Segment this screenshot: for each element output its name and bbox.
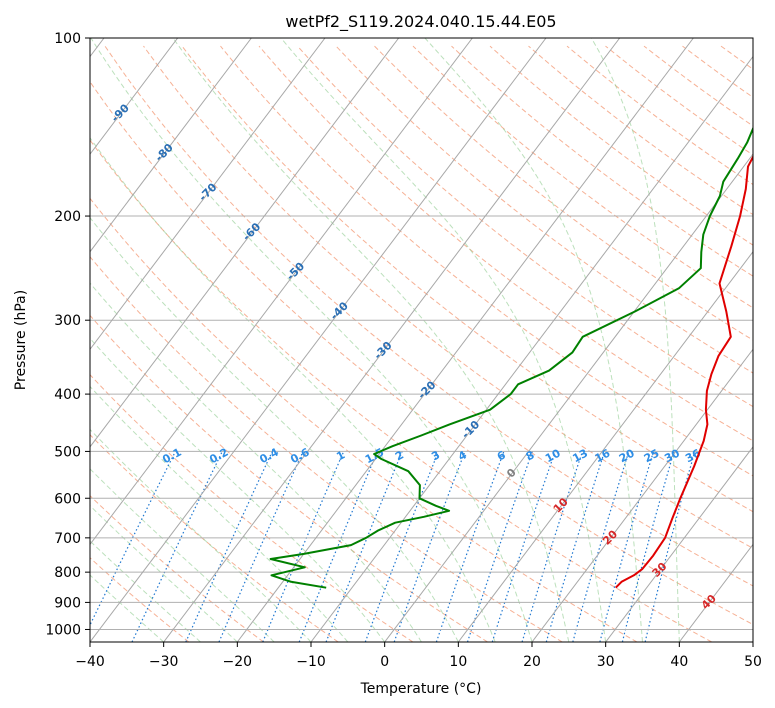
x-tick-label: 20: [523, 654, 541, 670]
dry-adiabat: [374, 45, 753, 341]
y-tick-label: 200: [54, 209, 81, 225]
isotherm-line: [90, 38, 179, 155]
dry-adiabat: [258, 45, 753, 442]
isotherm-line: [90, 38, 473, 546]
chart-title: wetPf2_S119.2024.040.15.44.E05: [285, 12, 556, 32]
mixing-ratio-line: [364, 451, 439, 642]
mixing-ratio-line: [325, 451, 403, 642]
x-tick-label: −20: [223, 654, 253, 670]
y-tick-label: 600: [54, 491, 81, 507]
mixing-ratio-line: [572, 451, 630, 642]
dry-adiabat: [297, 45, 753, 408]
y-axis: 100 200 300 400 500 600 700 800 900 1000: [45, 31, 90, 638]
dry-adiabat: [90, 139, 712, 642]
x-axis-title: Temperature (°C): [360, 681, 482, 697]
dry-adiabat: [90, 314, 488, 642]
y-tick-label: 900: [54, 595, 81, 611]
mixing-ratio-line: [218, 451, 304, 642]
plot-area: -100-90-80-70-60-50-40-30-20-10010203040…: [90, 38, 753, 642]
mixing-ratio-label: 30: [662, 446, 682, 465]
moist-adiabat: [90, 468, 275, 642]
moist-adiabat: [280, 38, 607, 642]
dry-adiabat: [220, 45, 753, 477]
mixing-ratio-line: [466, 451, 533, 642]
moist-adiabat: [172, 38, 570, 642]
profile-series: [269, 126, 753, 589]
x-tick-label: 0: [380, 654, 389, 670]
x-tick-label: 10: [449, 654, 467, 670]
y-tick-label: 100: [54, 31, 81, 47]
y-tick-label: 400: [54, 387, 81, 403]
moist-adiabat: [424, 38, 643, 642]
isotherm-line: [531, 348, 753, 642]
mixing-ratio-line: [491, 451, 556, 642]
isotherm-line: [163, 38, 621, 642]
moist-adiabat: [90, 574, 165, 642]
dry-adiabat: [451, 45, 753, 277]
dry-adiabat: [90, 434, 339, 642]
y-axis-title: Pressure (hPa): [13, 290, 29, 390]
dry-adiabat: [90, 374, 414, 642]
mixing-ratio-label: 20: [617, 446, 637, 465]
mixing-ratio-line: [298, 451, 378, 642]
isotherm-line: [90, 38, 252, 253]
dry-adiabat: [335, 45, 753, 374]
mixing-ratio-label: 13: [570, 447, 590, 466]
moist-adiabat: [90, 38, 533, 642]
x-axis: −40 −30 −20 −10 0 10 20 30 40 50: [75, 642, 762, 670]
mixing-ratio-label: 25: [642, 447, 662, 466]
mixing-ratio-line: [545, 451, 606, 642]
y-tick-label: 500: [54, 444, 81, 460]
mixing-ratio-label: 10: [543, 446, 563, 465]
dry-adiabat: [528, 45, 753, 216]
y-tick-label: 700: [54, 531, 81, 547]
moist-adiabat: [90, 505, 238, 642]
isotherm-line: [236, 38, 694, 642]
mixing-ratio-line: [435, 451, 505, 642]
mixing-ratio-line: [262, 451, 345, 642]
dry-adiabat: [143, 45, 753, 549]
moist-adiabat: [90, 540, 201, 642]
moist-adiabat: [90, 428, 312, 642]
dry-adiabat: [181, 45, 753, 513]
mixing-ratio-label: 36: [683, 446, 703, 465]
moist-adiabat: [90, 282, 422, 642]
isotherm-line: [457, 250, 753, 642]
mixing-ratio-line: [185, 451, 273, 642]
mixing-ratio-line: [521, 451, 584, 642]
moist-adiabat: [90, 137, 496, 642]
y-tick-label: 800: [54, 565, 81, 581]
moist-adiabat: [90, 337, 386, 642]
dry-adiabat: [605, 45, 753, 156]
temperature-profile-line: [614, 154, 753, 589]
x-tick-label: −40: [75, 654, 105, 670]
moist-adiabat: [90, 216, 459, 642]
y-tick-label: 1000: [45, 622, 81, 638]
mixing-ratio-label: 16: [593, 446, 613, 465]
dry-adiabat: [566, 45, 753, 186]
mixing-ratio-line: [90, 451, 176, 627]
x-tick-label: −10: [296, 654, 326, 670]
isotherm-line: [90, 38, 547, 642]
x-tick-label: −30: [149, 654, 179, 670]
y-tick-label: 300: [54, 313, 81, 329]
x-tick-label: 50: [744, 654, 762, 670]
isotherms: [90, 38, 753, 642]
x-tick-label: 30: [597, 654, 615, 670]
plot-frame: [89, 37, 754, 643]
isotherm-line: [605, 446, 753, 642]
moist-adiabat: [590, 38, 680, 642]
dewpoint-profile-line: [269, 126, 753, 589]
dry-adiabat: [90, 80, 753, 626]
isotherm-line: [90, 38, 400, 448]
x-tick-label: 40: [670, 654, 688, 670]
mixing-ratio-line: [621, 451, 675, 642]
isotherm-line: [310, 55, 753, 642]
isotherm-line: [90, 38, 326, 351]
mixing-ratio-line: [599, 451, 655, 642]
isotherm-line: [384, 153, 753, 642]
